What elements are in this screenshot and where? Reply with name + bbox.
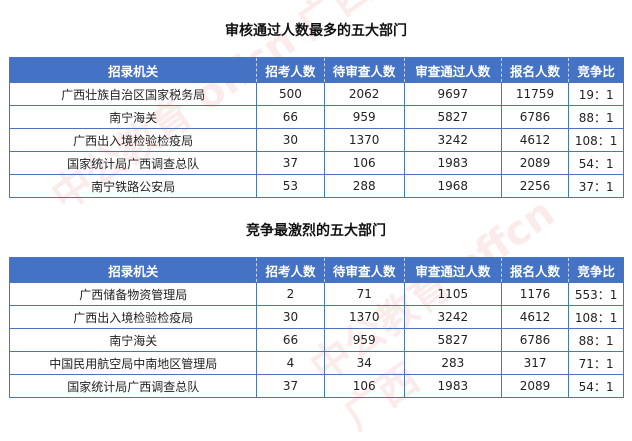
column-header: 招录机关 <box>9 57 258 83</box>
table-cell: 2256 <box>500 174 570 198</box>
table-cell: 国家统计局广西调查总队 <box>8 151 258 175</box>
table-cell: 88：1 <box>568 105 624 129</box>
column-header: 待审查人数 <box>324 257 405 283</box>
table-cell: 1176 <box>500 282 570 306</box>
table-cell: 37：1 <box>568 174 624 198</box>
table-cell: 37 <box>256 151 325 175</box>
table-cell: 3242 <box>403 128 502 152</box>
table-cell: 4 <box>256 351 325 375</box>
column-header: 报名人数 <box>501 57 570 83</box>
table-cell: 106 <box>323 374 405 398</box>
table-cell: 54：1 <box>568 374 624 398</box>
table-cell: 88：1 <box>568 328 624 352</box>
table-row: 南宁海关 66 959 5827 6786 88：1 <box>8 105 624 129</box>
table-cell: 106 <box>323 151 405 175</box>
table-row: 广西出入境检验检疫局 30 1370 3242 4612 108：1 <box>8 305 624 329</box>
table-cell: 4612 <box>500 128 570 152</box>
table-cell: 288 <box>323 174 405 198</box>
table-cell: 4612 <box>500 305 570 329</box>
table-row: 广西储备物资管理局 2 71 1105 1176 553：1 <box>8 282 624 306</box>
table-cell: 71：1 <box>568 351 624 375</box>
table-row: 南宁海关 66 959 5827 6786 88：1 <box>8 328 624 352</box>
table-cell: 广西出入境检验检疫局 <box>8 128 258 152</box>
column-header: 审查通过人数 <box>404 57 502 83</box>
table-cell: 959 <box>323 328 405 352</box>
table-cell: 54：1 <box>568 151 624 175</box>
table-row: 中国民用航空局中南地区管理局 4 34 283 317 71：1 <box>8 351 624 375</box>
table-row: 国家统计局广西调查总队 37 106 1983 2089 54：1 <box>8 374 624 398</box>
table-cell: 1105 <box>403 282 502 306</box>
table-cell: 广西储备物资管理局 <box>8 282 258 306</box>
column-header: 招考人数 <box>256 57 325 83</box>
table-title: 审核通过人数最多的五大部门 <box>225 23 407 39</box>
table-cell: 2062 <box>323 82 405 106</box>
most-competitive-table: 招录机关 招考人数 待审查人数 审查通过人数 报名人数 竞争比 广西储备物资管理局 2 71 11… <box>8 257 624 398</box>
column-header: 待审查人数 <box>324 57 405 83</box>
column-header: 竞争比 <box>568 257 624 283</box>
table-cell: 30 <box>256 305 325 329</box>
header-row: 招录机关 招考人数 待审查人数 审查通过人数 报名人数 竞争比 <box>9 57 624 83</box>
table-cell: 3242 <box>403 305 502 329</box>
table-cell: 19：1 <box>568 82 624 106</box>
table-cell: 553：1 <box>568 282 624 306</box>
table-cell: 1983 <box>403 151 502 175</box>
table-cell: 1968 <box>403 174 502 198</box>
table-cell: 66 <box>256 328 325 352</box>
table-cell: 5827 <box>403 105 502 129</box>
column-header: 报名人数 <box>501 257 570 283</box>
table-cell: 34 <box>323 351 405 375</box>
table-cell: 500 <box>256 82 325 106</box>
top-approved-table: 招录机关 招考人数 待审查人数 审查通过人数 报名人数 竞争比 广西壮族自治区国家税务局 50… <box>8 57 624 198</box>
table-cell: 1370 <box>323 305 405 329</box>
column-header: 审查通过人数 <box>404 257 502 283</box>
table-cell: 37 <box>256 374 325 398</box>
table-cell: 30 <box>256 128 325 152</box>
table-row: 广西出入境检验检疫局 30 1370 3242 4612 108：1 <box>8 128 624 152</box>
table-cell: 5827 <box>403 328 502 352</box>
table-cell: 2089 <box>500 374 570 398</box>
table-cell: 283 <box>403 351 502 375</box>
table-cell: 中国民用航空局中南地区管理局 <box>8 351 258 375</box>
table-cell: 国家统计局广西调查总队 <box>8 374 258 398</box>
table-row: 国家统计局广西调查总队 37 106 1983 2089 54：1 <box>8 151 624 175</box>
table-cell: 11759 <box>500 82 570 106</box>
table-cell: 1983 <box>403 374 502 398</box>
table-cell: 6786 <box>500 328 570 352</box>
table-cell: 2089 <box>500 151 570 175</box>
table-cell: 71 <box>323 282 405 306</box>
table-cell: 108：1 <box>568 305 624 329</box>
table-cell: 南宁海关 <box>8 328 258 352</box>
table-cell: 1370 <box>323 128 405 152</box>
table-cell: 6786 <box>500 105 570 129</box>
table-cell: 9697 <box>403 82 502 106</box>
table-cell: 317 <box>500 351 570 375</box>
table-title: 竞争最激烈的五大部门 <box>246 223 386 239</box>
column-header: 竞争比 <box>568 57 624 83</box>
table-cell: 2 <box>256 282 325 306</box>
column-header: 招录机关 <box>9 257 258 283</box>
table-cell: 南宁海关 <box>8 105 258 129</box>
table-cell: 108：1 <box>568 128 624 152</box>
table-cell: 广西出入境检验检疫局 <box>8 305 258 329</box>
table-row: 南宁铁路公安局 53 288 1968 2256 37：1 <box>8 174 624 198</box>
table-row: 广西壮族自治区国家税务局 500 2062 9697 11759 19：1 <box>8 82 624 106</box>
table-cell: 广西壮族自治区国家税务局 <box>8 82 258 106</box>
table-cell: 959 <box>323 105 405 129</box>
header-row: 招录机关 招考人数 待审查人数 审查通过人数 报名人数 竞争比 <box>9 257 624 283</box>
table-cell: 53 <box>256 174 325 198</box>
table-cell: 南宁铁路公安局 <box>8 174 258 198</box>
table-cell: 66 <box>256 105 325 129</box>
column-header: 招考人数 <box>256 257 325 283</box>
